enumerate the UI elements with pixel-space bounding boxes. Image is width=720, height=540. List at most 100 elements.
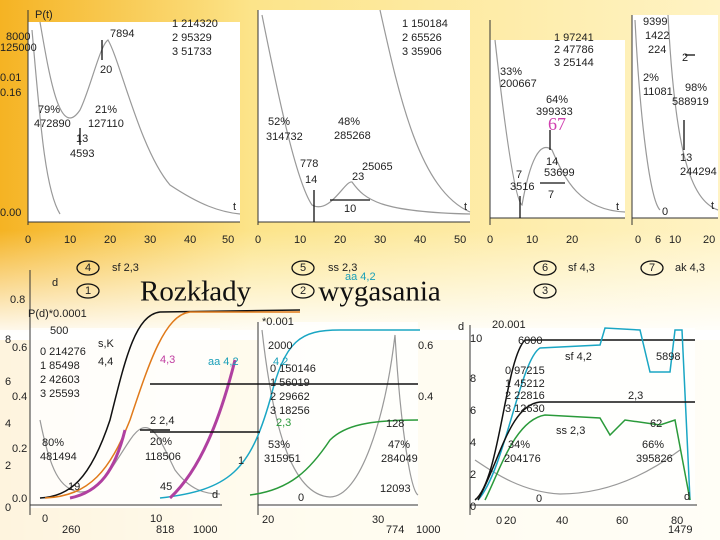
- label: 5898: [656, 351, 680, 363]
- label: d: [458, 321, 464, 333]
- label: 0.00: [0, 207, 21, 219]
- label: 200667: [500, 78, 537, 90]
- label: 3 35906: [402, 46, 442, 58]
- label: 8: [5, 334, 11, 346]
- label: 0.6: [418, 340, 433, 352]
- label: s,K: [98, 338, 115, 350]
- axes: [27, 10, 718, 515]
- label: 23: [352, 171, 364, 183]
- label: sf 4,2: [565, 351, 592, 363]
- label: 3516: [510, 181, 534, 193]
- label: 0.2: [12, 443, 27, 455]
- label: 8000: [6, 31, 30, 43]
- label: ak 4,3: [675, 262, 705, 274]
- label: 0: [298, 492, 304, 504]
- label: 7894: [110, 28, 134, 40]
- label: 2 95329: [172, 32, 212, 44]
- label: 10: [150, 513, 162, 525]
- label: 7: [649, 262, 655, 274]
- label: 0 214276: [40, 346, 86, 358]
- label: ss 2,3: [556, 425, 585, 437]
- label: 5: [300, 262, 306, 274]
- label: 3 25144: [554, 57, 594, 69]
- label: 588919: [672, 96, 709, 108]
- label: 19: [68, 481, 80, 493]
- label: 30: [372, 514, 384, 526]
- label: 10: [64, 234, 76, 246]
- label: 2%: [643, 72, 659, 84]
- label: 0: [662, 206, 668, 218]
- label: 2 22816: [505, 390, 545, 402]
- label: 47%: [388, 439, 410, 451]
- label: 500: [50, 325, 68, 337]
- plot-panels: [28, 10, 718, 508]
- label: 2 42603: [40, 374, 80, 386]
- label: aa 4,2: [208, 356, 239, 368]
- label: 1000: [416, 524, 440, 536]
- label: 20: [104, 234, 116, 246]
- label: 2: [300, 285, 306, 297]
- label: 2 47786: [554, 44, 594, 56]
- label: 6000: [518, 335, 542, 347]
- label: 314732: [266, 131, 303, 143]
- label: 0: [496, 515, 502, 527]
- label: 1 85498: [40, 360, 80, 372]
- label: 6: [5, 376, 11, 388]
- label: 21%: [95, 104, 117, 116]
- label: 30: [144, 234, 156, 246]
- label: 30: [374, 234, 386, 246]
- label: 60: [616, 515, 628, 527]
- label: 2: [470, 469, 476, 481]
- label: 2: [682, 52, 688, 64]
- label: 40: [414, 234, 426, 246]
- label: 62: [650, 418, 662, 430]
- label: 4: [5, 418, 11, 430]
- label: 224: [648, 44, 666, 56]
- label: 2 2,4: [150, 415, 174, 427]
- label: 2: [5, 460, 11, 472]
- label: 98%: [685, 82, 707, 94]
- label: 0 150146: [270, 363, 316, 375]
- label: 125000: [0, 42, 37, 54]
- label: 127110: [88, 118, 124, 130]
- label: t: [616, 201, 619, 213]
- label: 20: [334, 234, 346, 246]
- label: 14: [305, 174, 317, 186]
- label: 3 18256: [270, 405, 310, 417]
- label: 4: [470, 437, 476, 449]
- label: 0: [255, 234, 261, 246]
- label: 0.4: [12, 391, 27, 403]
- label: 80%: [42, 437, 64, 449]
- label: 128: [386, 418, 404, 430]
- label: 10: [294, 234, 306, 246]
- label: 20%: [150, 436, 172, 448]
- label: 20: [100, 64, 112, 76]
- label: 80: [671, 515, 683, 527]
- label: 13: [76, 133, 88, 145]
- label: 3 25593: [40, 388, 80, 400]
- label: 20.001: [492, 319, 526, 331]
- label: 10: [526, 234, 538, 246]
- label: 0 97215: [505, 365, 545, 377]
- label: 1: [85, 285, 91, 297]
- gray-curves: [31, 9, 719, 498]
- label: d: [212, 489, 218, 501]
- panel: [28, 22, 240, 222]
- label: 9399: [643, 16, 667, 28]
- label: 244294: [680, 166, 717, 178]
- label: 20: [262, 514, 274, 526]
- colored-curves: [39, 309, 695, 501]
- label: 40: [184, 234, 196, 246]
- label: sf 4,3: [568, 262, 595, 274]
- label: 284049: [381, 453, 418, 465]
- label: 20: [703, 234, 715, 246]
- label: 0.4: [418, 391, 433, 403]
- panel: [490, 40, 625, 218]
- label: 2000: [268, 340, 292, 352]
- label: aa 4,2: [345, 271, 376, 283]
- label: 12093: [380, 483, 411, 495]
- markers: [76, 40, 695, 299]
- label: 50: [222, 234, 234, 246]
